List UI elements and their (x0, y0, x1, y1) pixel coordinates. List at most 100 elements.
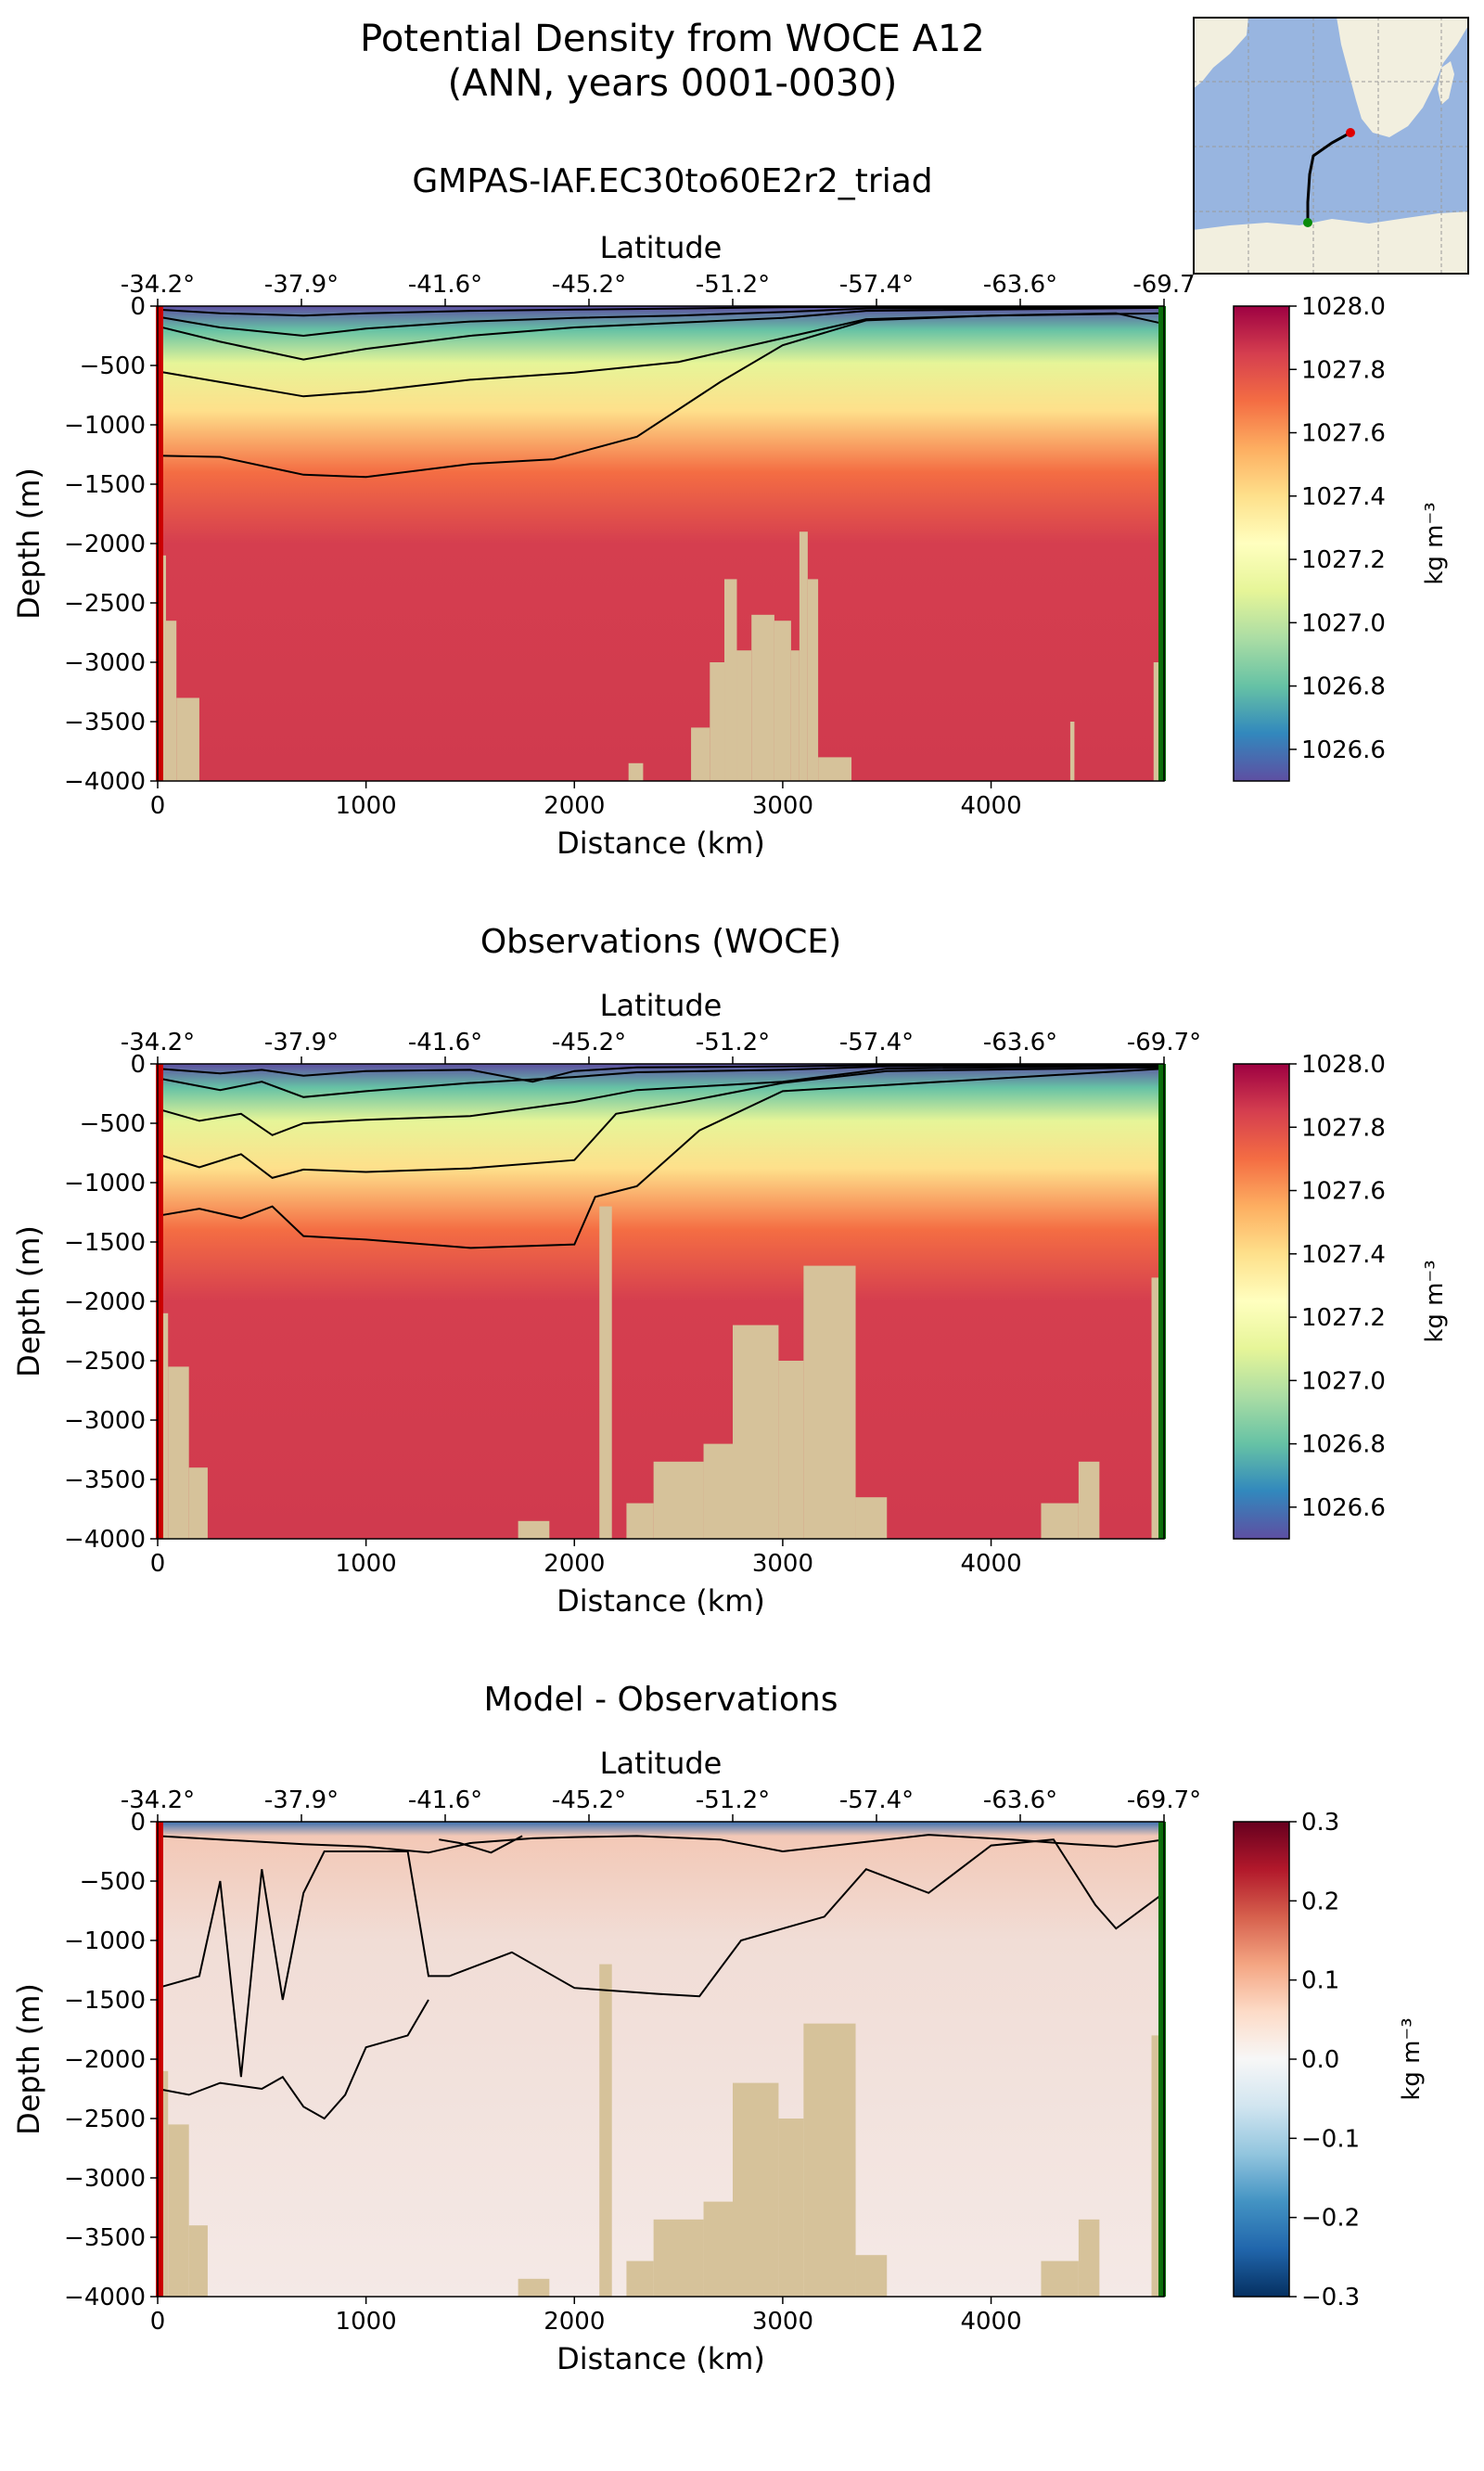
y-axis-label: Depth (m) (11, 1983, 46, 2135)
y-tick-label: −3500 (64, 2224, 146, 2252)
y-tick-label: 0 (130, 1051, 146, 1079)
y-tick-label: −4000 (64, 768, 146, 796)
colorbar-tick-label: −0.1 (1301, 2125, 1360, 2153)
colorbar-tick-label: 1027.4 (1301, 1241, 1386, 1269)
colorbar-tick-label: 0.3 (1301, 1809, 1339, 1837)
y-tick-label: −1500 (64, 471, 146, 499)
x-tick-label: 1000 (336, 1550, 397, 1578)
latitude-tick-label: -41.6° (408, 1786, 482, 1814)
seafloor-land (628, 762, 644, 781)
seafloor-land (626, 1503, 654, 1539)
y-tick-label: −3500 (64, 1466, 146, 1494)
colorbar-tick-label: −0.2 (1301, 2205, 1360, 2233)
latitude-tick-label: -51.2° (696, 1029, 770, 1056)
latitude-tick-label: -57.4° (839, 271, 914, 299)
seafloor-land (818, 757, 852, 781)
map-frame (1193, 17, 1469, 275)
seafloor-land (807, 579, 819, 781)
latitude-tick-label: -34.2° (121, 271, 195, 299)
map-gridlines (1193, 17, 1469, 275)
y-tick-label: −1000 (64, 1927, 146, 1955)
seafloor-land (188, 2225, 208, 2297)
y-tick-label: −4000 (64, 1526, 146, 1554)
y-tick-label: −2500 (64, 590, 146, 618)
seafloor-land (599, 1206, 612, 1539)
observations-chart: Observations (WOCE) 0 −500 −1000 −1500 −2000 −… (11, 923, 1449, 1619)
latitude-tick-label: -69.7° (1127, 1786, 1201, 1814)
seafloor-land (1041, 1503, 1079, 1539)
latitude-axis-label: Latitude (600, 1746, 723, 1781)
x-tick-label: 4000 (960, 2308, 1021, 2336)
latitude-tick-label: -41.6° (408, 1029, 482, 1056)
latitude-tick-label: -45.2° (552, 1029, 626, 1056)
x-tick-label: 3000 (752, 792, 813, 820)
seafloor-land (855, 1497, 888, 1539)
colorbar (1233, 305, 1290, 782)
seafloor-land (1078, 1461, 1100, 1539)
y-tick-label: −3000 (64, 1407, 146, 1435)
y-tick-label: −1000 (64, 412, 146, 440)
y-tick-label: −500 (80, 352, 146, 380)
colorbar-tick-label: 1026.6 (1301, 736, 1386, 764)
map-start-marker (1346, 128, 1355, 137)
seafloor-land (168, 1366, 189, 1539)
latitude-tick-label: -34.2° (121, 1786, 195, 1814)
contour-line (157, 1068, 1165, 1249)
latitude-tick-label: -63.6° (983, 1786, 1057, 1814)
seafloor-land (691, 727, 710, 781)
y-tick-label: −1000 (64, 1170, 146, 1197)
y-tick-label: −2500 (64, 1348, 146, 1376)
y-tick-label: −2000 (64, 1288, 146, 1316)
colorbar (1233, 1821, 1290, 2298)
model-chart: 0 −500 −1000 −1500 −2000 −2500 −3000 −3500 −4000… (11, 230, 1449, 861)
y-tick-label: −3000 (64, 649, 146, 677)
y-tick-label: 0 (130, 293, 146, 321)
contour-line (157, 305, 1164, 317)
x-tick-label: 1000 (336, 2308, 397, 2336)
figure-title-line2: (ANN, years 0001-0030) (447, 62, 898, 105)
seafloor-land (1078, 2219, 1100, 2297)
colorbar-tick-label: 1027.0 (1301, 1367, 1386, 1395)
y-tick-label: −1500 (64, 1229, 146, 1257)
colorbar-tick-label: 0.0 (1301, 2046, 1339, 2074)
colorbar-tick-label: 0.1 (1301, 1967, 1339, 1995)
latitude-tick-label: -63.6° (983, 1029, 1057, 1056)
seafloor-land (751, 614, 774, 781)
x-axis-label: Distance (km) (556, 826, 765, 861)
map-end-marker (1303, 218, 1312, 227)
seafloor-land (1069, 722, 1075, 781)
panel-difference: Model - Observations 0 −500 −1000 −1500 −2000… (0, 1673, 1484, 2471)
colorbar-tick-label: 1027.2 (1301, 546, 1386, 574)
y-tick-label: 0 (130, 1809, 146, 1837)
y-axis-label: Depth (m) (11, 1225, 46, 1377)
latitude-tick-label: -69.7° (1127, 1029, 1201, 1056)
colorbar-tick-label: 1027.6 (1301, 1178, 1386, 1206)
seafloor-land (176, 698, 199, 781)
latitude-axis-label: Latitude (600, 988, 723, 1023)
x-tick-label: 2000 (544, 792, 605, 820)
x-tick-label: 2000 (544, 1550, 605, 1578)
seafloor-land (778, 2119, 804, 2297)
seafloor-land (803, 1265, 856, 1539)
latitude-tick-label: -51.2° (696, 1786, 770, 1814)
colorbar-tick-label: 1027.8 (1301, 1114, 1386, 1142)
colorbar-tick-label: 1028.0 (1301, 293, 1386, 321)
seafloor-land (703, 1443, 733, 1539)
colorbar-tick-label: 1026.8 (1301, 1431, 1386, 1459)
latitude-tick-label: -45.2° (552, 1786, 626, 1814)
colorbar-label: kg m⁻³ (1398, 2017, 1426, 2100)
seafloor-land (710, 662, 725, 781)
seafloor-land (653, 1461, 704, 1539)
colorbar (1233, 1063, 1290, 1540)
density-field (158, 1064, 1164, 1539)
colorbar-tick-label: 1026.6 (1301, 1494, 1386, 1522)
y-tick-label: −1500 (64, 1987, 146, 2015)
latitude-tick-label: -37.9° (264, 1786, 339, 1814)
colorbar-tick-label: 1027.2 (1301, 1304, 1386, 1332)
x-tick-label: 0 (150, 1550, 166, 1578)
latitude-tick-label: -45.2° (552, 271, 626, 299)
seafloor-land (790, 650, 800, 781)
seafloor-land (733, 1325, 779, 1539)
y-tick-label: −500 (80, 1110, 146, 1138)
y-tick-label: −2000 (64, 531, 146, 558)
